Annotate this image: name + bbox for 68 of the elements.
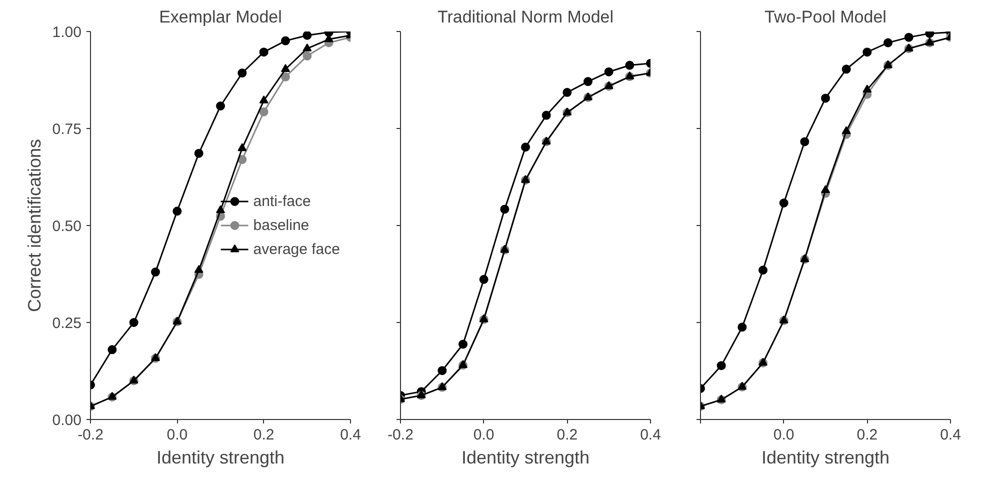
- x-tick-label: 0.2: [856, 426, 878, 444]
- y-tick-label: 0.25: [52, 315, 82, 332]
- chart-title: Exemplar Model: [159, 8, 282, 26]
- x-tick-label: 0.2: [556, 426, 578, 444]
- legend-label: anti-face: [253, 192, 311, 210]
- x-tick-label: 0.4: [340, 426, 361, 444]
- point: [584, 77, 592, 86]
- point: [281, 64, 290, 72]
- x-axis-title: Identity strength: [461, 448, 590, 468]
- point: [758, 266, 768, 275]
- point: [821, 185, 830, 193]
- point: [281, 36, 290, 46]
- legend-label: average face: [253, 240, 340, 258]
- y-tick-label: 1.00: [52, 24, 82, 41]
- x-tick-label: 0.4: [940, 426, 961, 444]
- point: [151, 268, 160, 277]
- point: [862, 84, 872, 93]
- point: [884, 38, 892, 48]
- point: [625, 60, 634, 70]
- legend-label: baseline: [253, 216, 310, 234]
- chart-title: Two-Pool Model: [764, 8, 886, 26]
- point: [521, 142, 530, 152]
- point: [458, 340, 468, 349]
- y-tick-label: 0.50: [52, 218, 82, 235]
- point: [716, 361, 726, 370]
- x-tick-label: -0.2: [78, 426, 104, 444]
- point: [842, 126, 851, 134]
- x-axis-title: Identity strength: [761, 448, 890, 468]
- point: [194, 148, 204, 158]
- chart-title: Traditional Norm Model: [437, 8, 614, 26]
- point: [129, 318, 138, 327]
- point: [259, 95, 268, 104]
- point: [281, 72, 290, 82]
- point: [238, 68, 247, 78]
- point: [302, 32, 312, 40]
- point: [172, 206, 182, 216]
- point: [904, 32, 914, 42]
- point: [738, 322, 747, 332]
- x-tick-label: 0.0: [166, 426, 188, 444]
- point: [542, 110, 551, 120]
- y-axis-title: Correct identifications: [24, 138, 44, 312]
- point: [302, 51, 312, 60]
- point: [479, 274, 488, 284]
- point: [604, 67, 614, 76]
- point: [238, 143, 247, 152]
- y-tick-label: 0.75: [52, 121, 82, 138]
- x-tick-label: -0.2: [388, 426, 414, 444]
- point: [562, 88, 572, 97]
- x-axis-title: Identity strength: [156, 448, 285, 468]
- x-tick-label: 0.0: [773, 426, 794, 444]
- point: [438, 366, 447, 376]
- point: [800, 137, 810, 146]
- point: [108, 345, 117, 354]
- point: [216, 102, 225, 110]
- point: [216, 205, 225, 214]
- x-tick-label: 0.4: [640, 426, 661, 444]
- point: [821, 94, 830, 103]
- point: [862, 48, 872, 57]
- point: [194, 265, 204, 273]
- point: [259, 107, 268, 116]
- y-tick-label: 0.00: [52, 412, 82, 429]
- point: [259, 48, 268, 57]
- point: [500, 204, 510, 214]
- point: [302, 43, 312, 52]
- point: [779, 198, 788, 208]
- x-tick-label: 0.2: [253, 426, 274, 444]
- x-tick-label: 0.0: [473, 426, 494, 444]
- point: [842, 64, 851, 74]
